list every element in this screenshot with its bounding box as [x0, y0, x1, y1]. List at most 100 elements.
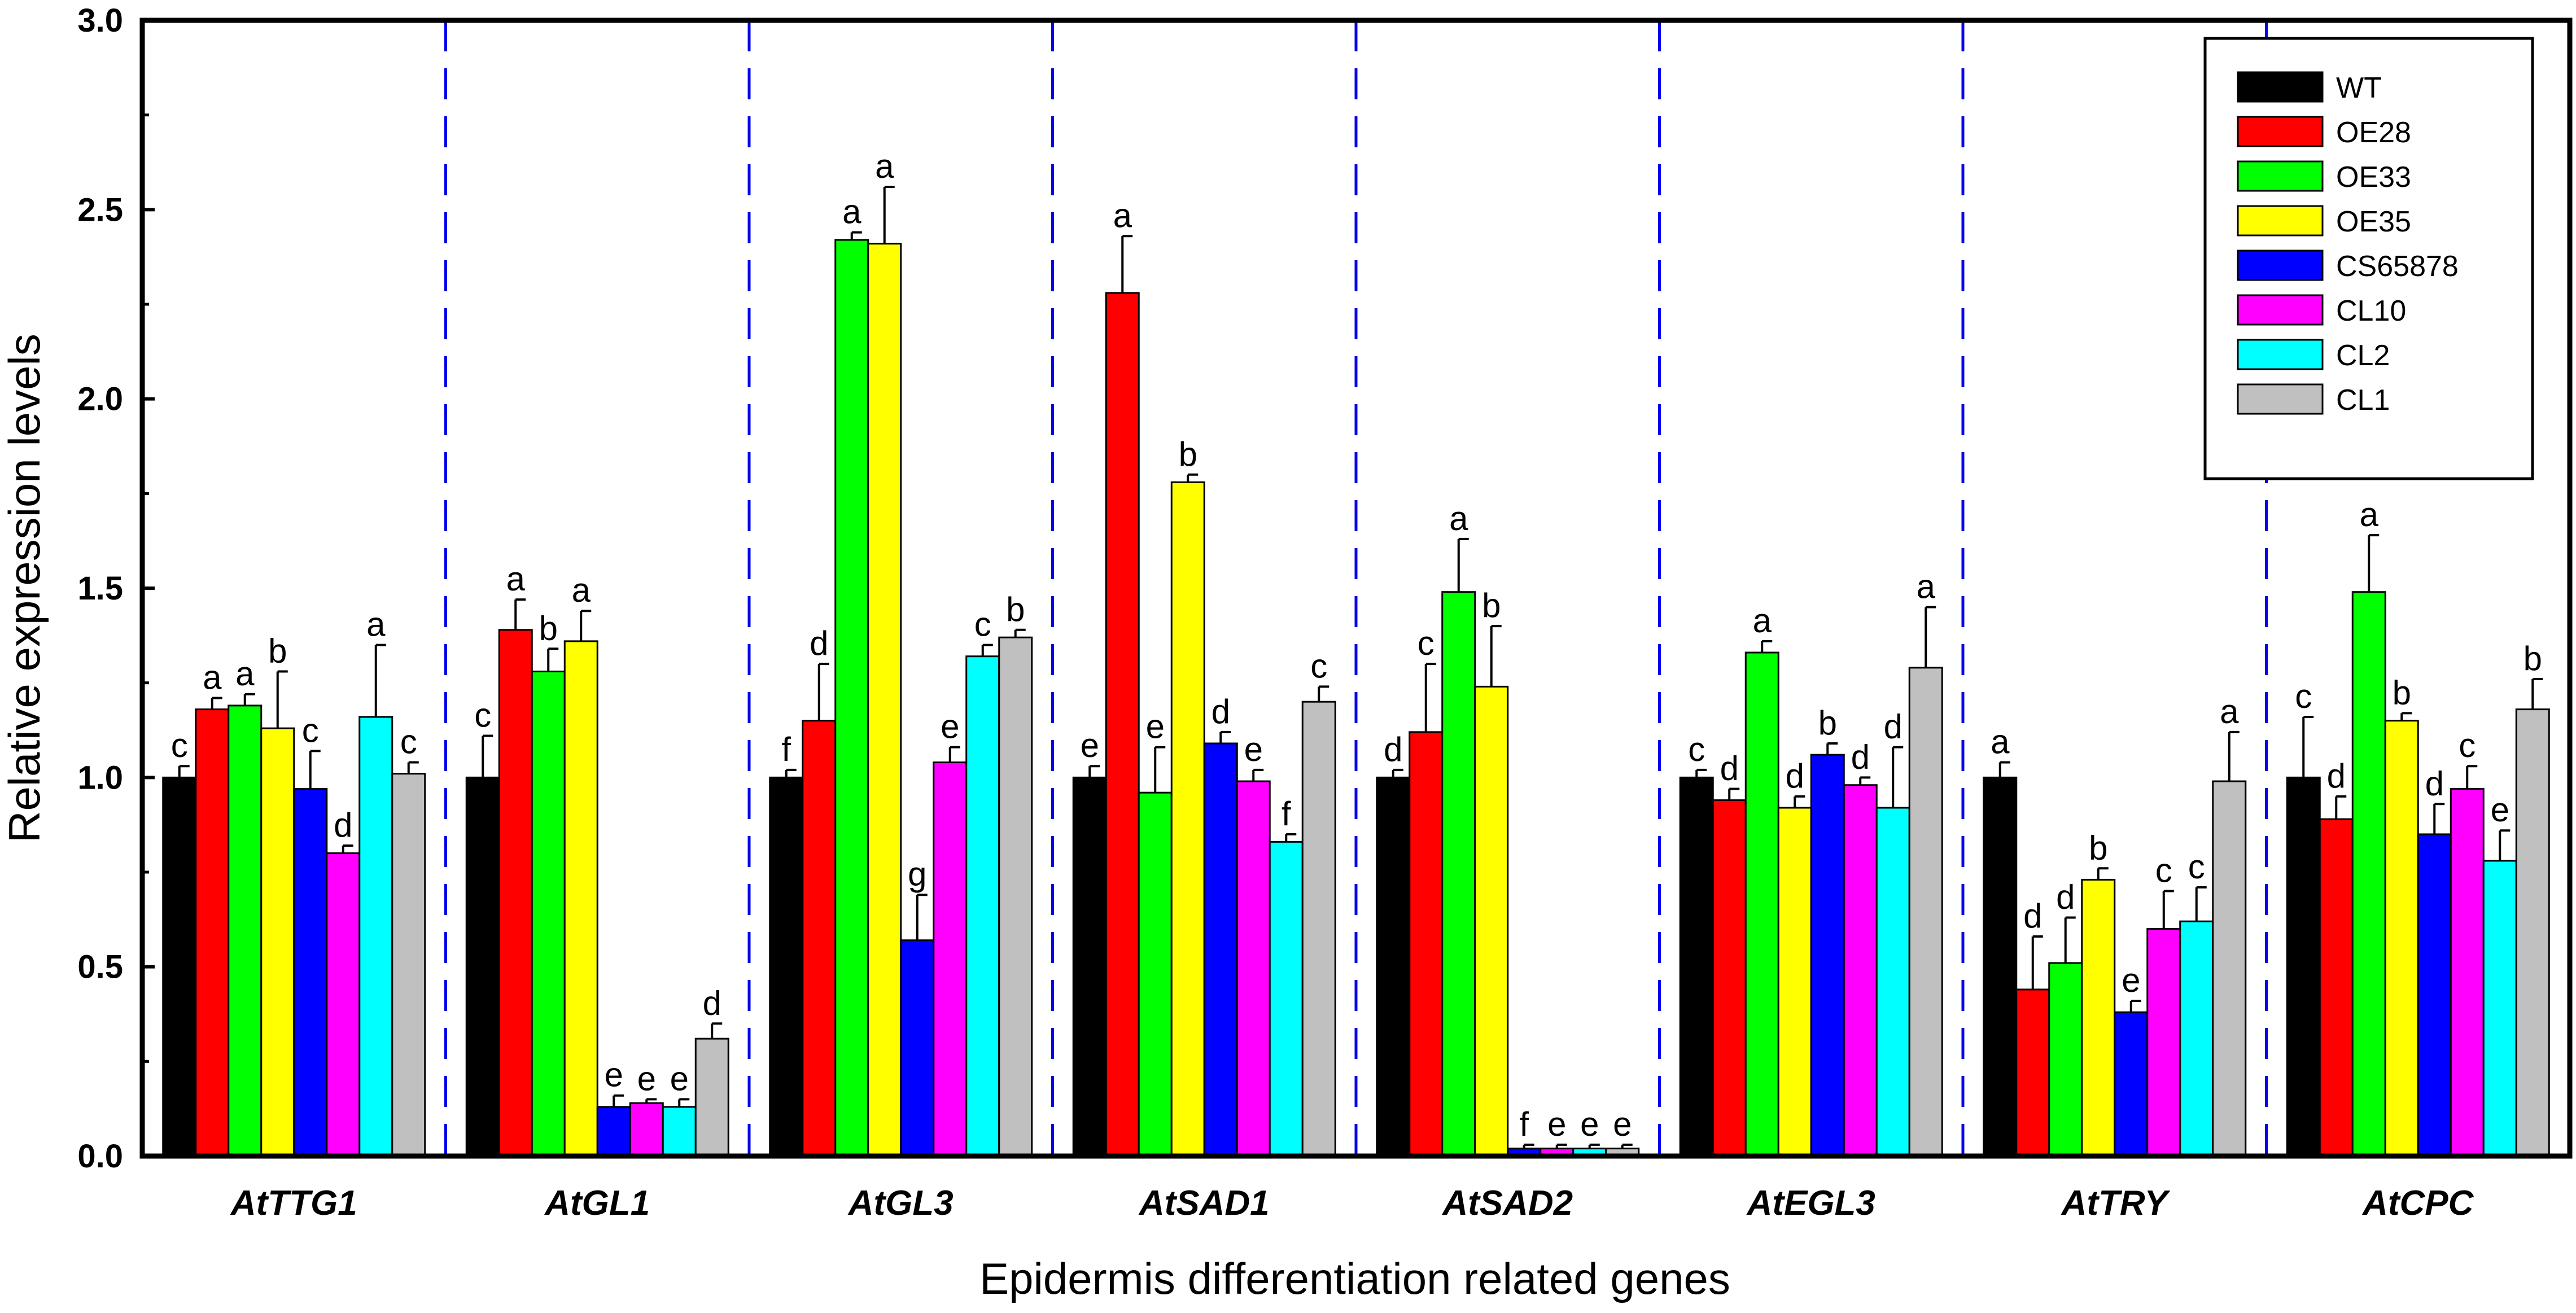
y-tick-label: 2.5: [77, 191, 123, 228]
x-tick-label: AtSAD2: [1441, 1184, 1573, 1223]
significance-letter: c: [1688, 730, 1705, 768]
significance-letter: d: [1884, 708, 1903, 746]
bar-AtTTG1-OE33: [228, 704, 263, 1157]
bar-AtEGL3-WT: [1679, 776, 1714, 1157]
y-tick-label: 1.5: [77, 570, 123, 607]
significance-letter: f: [1282, 795, 1291, 833]
bar-AtCPC-CL10: [2450, 787, 2485, 1157]
bar-AtTRY-OE35: [2081, 878, 2116, 1157]
bar-AtGL3-CL2: [965, 655, 1000, 1157]
significance-letter: c: [302, 711, 319, 749]
significance-letter: e: [1081, 726, 1099, 764]
legend: WT OE28 OE33 OE35 CS65878 CL10 CL2 CL1: [2203, 37, 2534, 480]
significance-letter: a: [1113, 196, 1132, 234]
significance-letter: d: [1384, 730, 1402, 768]
significance-letter: f: [781, 730, 791, 768]
bar-AtTTG1-CS65878: [293, 787, 328, 1157]
legend-swatch-OE33: [2237, 160, 2324, 192]
bar-AtEGL3-CL2: [1875, 807, 1910, 1157]
x-tick-label: AtCPC: [2361, 1184, 2474, 1223]
legend-label-CL10: CL10: [2336, 295, 2406, 327]
bar-AtGL3-CL1: [998, 636, 1033, 1157]
bar-AtSAD1-CL1: [1301, 701, 1336, 1157]
significance-letter: a: [235, 655, 255, 693]
bar-AtTTG1-WT: [162, 776, 197, 1157]
bar-AtTTG1-CL2: [358, 716, 393, 1157]
bar-AtEGL3-OE33: [1744, 651, 1779, 1157]
significance-letter: e: [941, 708, 959, 746]
x-tick-label: AtSAD1: [1138, 1184, 1270, 1223]
bar-AtTRY-OE33: [2048, 962, 2083, 1157]
bar-AtGL1-CS65878: [596, 1106, 631, 1157]
x-tick-label: AtGL3: [847, 1184, 954, 1223]
significance-letter: c: [171, 726, 188, 764]
bar-AtTTG1-OE35: [260, 727, 295, 1157]
significance-letter: d: [703, 984, 721, 1022]
significance-letter: a: [1753, 602, 1772, 640]
significance-letter: b: [268, 632, 287, 670]
legend-swatch-OE35: [2237, 205, 2324, 237]
bar-AtSAD2-OE33: [1441, 591, 1476, 1157]
bar-AtSAD1-OE35: [1170, 481, 1205, 1157]
significance-letter: a: [1917, 568, 1936, 606]
bar-AtTRY-CL1: [2212, 780, 2247, 1157]
bar-AtTTG1-OE28: [195, 708, 230, 1157]
significance-letter: c: [2459, 726, 2476, 764]
significance-letter: a: [572, 571, 591, 609]
bar-AtGL3-CL10: [933, 761, 968, 1157]
bar-AtEGL3-CL1: [1908, 667, 1943, 1157]
bar-AtSAD1-CL2: [1269, 841, 1304, 1157]
bar-AtSAD1-WT: [1072, 776, 1107, 1157]
bar-AtCPC-OE35: [2384, 720, 2419, 1157]
significance-letter: e: [1613, 1105, 1632, 1143]
significance-letter: e: [605, 1056, 623, 1094]
significance-letter: d: [334, 806, 352, 844]
significance-letter: d: [1212, 693, 1230, 730]
bar-AtTTG1-CL1: [391, 773, 426, 1157]
significance-letter: c: [474, 697, 491, 734]
significance-letter: a: [2220, 693, 2239, 730]
bar-AtSAD2-OE35: [1474, 685, 1509, 1157]
x-tick-label: AtTTG1: [230, 1184, 357, 1223]
y-tick-label: 3.0: [77, 2, 123, 39]
bar-AtCPC-CS65878: [2417, 833, 2452, 1157]
bar-AtSAD1-CL10: [1236, 780, 1271, 1157]
bar-AtGL3-OE35: [867, 243, 902, 1157]
x-axis: AtTTG1 AtGL1 AtGL3 AtSAD1 AtSAD2 AtEGL3 AtTRY A…: [230, 1184, 2474, 1223]
significance-letter: a: [2360, 496, 2379, 533]
y-axis-title: Relative expression levels: [0, 334, 49, 843]
y-axis: 0.0 0.5 1.0 1.5 2.0 2.5 3.0: [77, 2, 155, 1175]
significance-letter: e: [1547, 1105, 1566, 1143]
significance-letter: d: [2425, 764, 2444, 802]
bar-AtEGL3-OE35: [1777, 807, 1812, 1157]
bar-AtTTG1-CL10: [326, 852, 361, 1157]
x-axis-title: Epidermis differentiation related genes: [979, 1254, 1730, 1303]
bar-AtGL1-OE33: [531, 671, 566, 1157]
significance-letter: e: [637, 1060, 656, 1097]
significance-letter: b: [2523, 640, 2542, 677]
bar-AtSAD1-OE28: [1105, 292, 1140, 1157]
significance-letter: d: [2327, 757, 2346, 795]
legend-label-CS65878: CS65878: [2336, 250, 2459, 283]
bar-AtTRY-CL2: [2179, 920, 2214, 1157]
legend-swatch-CL10: [2237, 294, 2324, 326]
significance-letter: d: [1720, 749, 1739, 787]
bar-AtGL3-OE33: [834, 239, 869, 1157]
significance-letter: g: [908, 855, 926, 893]
significance-letter: b: [1006, 590, 1025, 628]
significance-letter: d: [1851, 738, 1870, 776]
significance-letter: b: [2089, 829, 2107, 866]
x-tick-label: AtGL1: [544, 1184, 650, 1223]
bar-AtGL3-CS65878: [900, 939, 935, 1157]
significance-letter: e: [2491, 791, 2509, 829]
significance-letter: a: [366, 606, 386, 644]
bar-AtGL1-CL10: [629, 1102, 664, 1157]
bar-AtGL1-OE28: [498, 629, 533, 1157]
bar-AtEGL3-CS65878: [1810, 754, 1845, 1157]
y-tick-label: 0.0: [77, 1138, 123, 1175]
significance-letter: b: [1482, 587, 1501, 624]
significance-letter: c: [2188, 848, 2205, 886]
x-tick-label: AtEGL3: [1746, 1184, 1875, 1223]
significance-letter: c: [400, 723, 417, 761]
